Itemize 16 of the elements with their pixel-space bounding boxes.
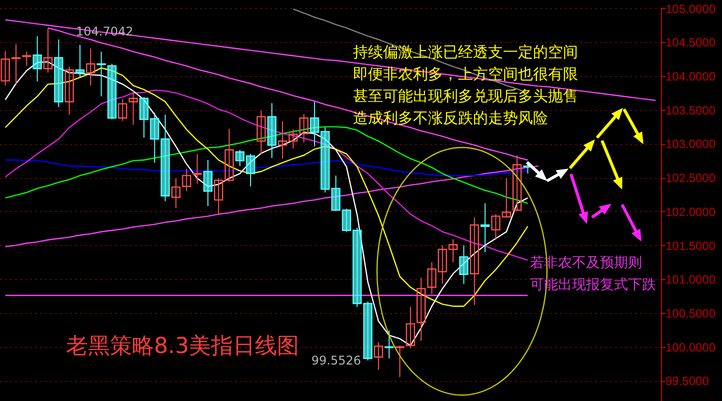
y-tick-label: 100.5000 xyxy=(666,306,716,320)
y-tick-label: 102.0000 xyxy=(666,204,716,219)
y-tick-label: 104.0000 xyxy=(666,70,716,84)
y-tick-label: 104.5000 xyxy=(666,36,716,50)
annotation: 持续偏激上涨已经透支一定的空间 xyxy=(353,43,578,62)
annotation: 99.5526 xyxy=(311,353,361,368)
y-tick-label: 101.0000 xyxy=(666,272,716,287)
y-tick-label: 102.5000 xyxy=(666,171,716,186)
text: 老黑策略8.3美指日线图 xyxy=(66,334,299,360)
y-tick-label: 103.5000 xyxy=(666,103,716,118)
annotation: 甚至可能出现利多兑现后多头抛售 xyxy=(353,87,578,106)
y-tick-label: 105.0000 xyxy=(666,2,716,16)
y-tick-label: 100.0000 xyxy=(666,340,716,354)
y-tick-label: 99.5000 xyxy=(666,374,710,388)
y-tick-label: 103.0000 xyxy=(666,137,716,152)
y-tick-label: 101.5000 xyxy=(666,238,716,253)
